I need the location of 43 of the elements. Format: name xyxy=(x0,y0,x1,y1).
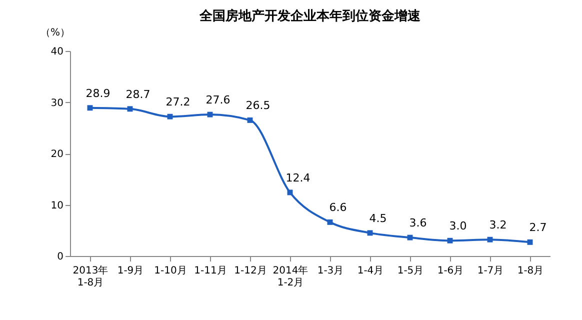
x-tick-label: 1-8月 xyxy=(517,266,544,276)
y-tick-label: 10 xyxy=(50,200,64,212)
x-tick-label: 1-10月 xyxy=(154,266,187,276)
text: 26.5 xyxy=(246,99,270,112)
y-tick-label: 30 xyxy=(50,98,64,109)
point xyxy=(527,239,533,245)
text: 28.9 xyxy=(86,86,110,100)
x-tick-label: 1-9月 xyxy=(117,266,144,276)
text: 3.6 xyxy=(409,216,427,230)
y-axis-title: （%） xyxy=(40,28,70,38)
x-tick-label: 1-3月 xyxy=(317,266,344,276)
point xyxy=(487,236,493,242)
point xyxy=(407,234,413,240)
text: 27.2 xyxy=(166,96,190,109)
point xyxy=(367,230,373,236)
text: 28.7 xyxy=(126,88,150,101)
text: 2.7 xyxy=(529,221,547,234)
x-tick-label: 1-7月 xyxy=(477,266,504,276)
text: 3.0 xyxy=(449,220,467,233)
text: 4.5 xyxy=(369,212,387,225)
point xyxy=(207,112,213,118)
x-tick-label: 1-6月 xyxy=(437,266,464,276)
point xyxy=(287,190,293,196)
chart-title: 全国房地产开发企业本年到位资金增速 xyxy=(198,8,422,24)
x-tick-label: 1-12月 xyxy=(234,266,267,276)
point xyxy=(87,105,93,111)
x-tick-label: 2013年 1-8月 xyxy=(72,264,108,288)
text: 3.2 xyxy=(489,218,507,232)
text: 12.4 xyxy=(286,171,310,184)
x-tick-label: 2014年 1-2月 xyxy=(272,264,308,288)
y-tick-label: 0 xyxy=(57,252,64,262)
point xyxy=(447,238,453,244)
x-tick-label: 1-5月 xyxy=(397,266,424,276)
text: 6.6 xyxy=(329,201,347,214)
y-tick-label: 40 xyxy=(50,46,64,58)
text: 27.6 xyxy=(206,94,230,107)
x-tick-label: 1-4月 xyxy=(357,266,384,276)
point xyxy=(167,114,173,120)
point xyxy=(247,117,253,123)
x-tick-label: 1-11月 xyxy=(194,266,227,276)
y-tick-label: 20 xyxy=(50,149,64,160)
point xyxy=(327,219,333,225)
point xyxy=(127,106,133,112)
